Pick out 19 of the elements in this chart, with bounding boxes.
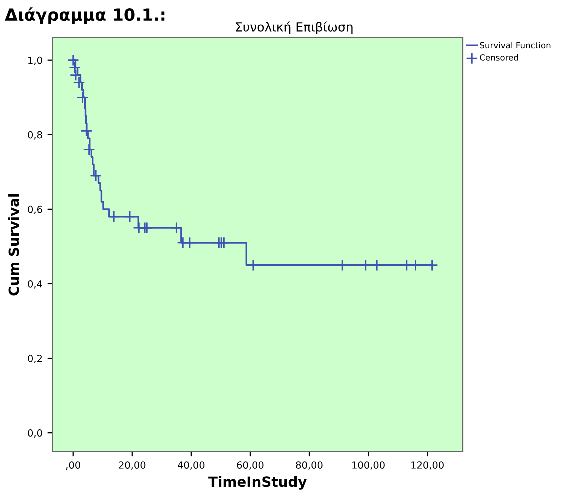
x-tick-label: 80,00 [296, 462, 323, 470]
x-axis-title: TimeInStudy [208, 476, 307, 490]
x-tick-label: 100,00 [352, 462, 385, 470]
y-tick-label: 0,6 [28, 206, 42, 214]
x-tick-label: 120,00 [412, 462, 444, 470]
y-tick-label: 0,8 [28, 131, 42, 140]
y-tick-label: 1,0 [28, 56, 42, 66]
x-tick-label: ,00 [66, 462, 80, 470]
x-tick-label: 60,00 [237, 462, 264, 470]
x-tick-label: 40,00 [178, 462, 205, 470]
y-tick-label: 0,2 [28, 355, 42, 364]
chart-title: Διάγραμμα 10.1.: [5, 8, 165, 24]
x-tick-label: 20,00 [119, 462, 146, 470]
y-tick-label: 0,4 [28, 280, 42, 289]
y-axis-title: Cum Survival [8, 194, 20, 296]
chart-subtitle: Συνολική Επιβίωση [236, 22, 353, 34]
legend-label: Censored [480, 54, 518, 61]
legend-label: Survival Function [480, 42, 551, 49]
y-tick-label: 0,0 [28, 430, 42, 438]
